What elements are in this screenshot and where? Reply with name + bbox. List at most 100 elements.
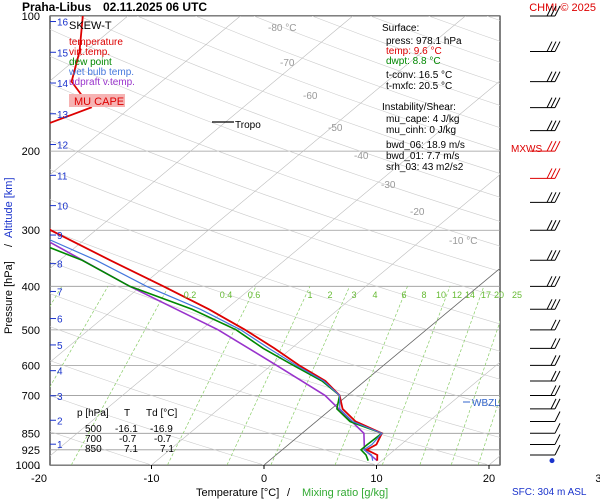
table-header-td: Td [°C] [146,408,177,419]
mxws-label: MXWS [511,144,542,155]
wind-barb-feather [550,5,557,17]
dry-adiabat [50,326,490,465]
table-cell: 700 [85,434,102,445]
mixing-ratio-line [70,286,169,465]
pressure-tick-label: 925 [22,445,40,457]
wind-barb-feather [546,220,553,231]
altitude-tick-label: 14 [57,79,69,90]
dry-adiabat [50,140,500,298]
table-cell: -16.9 [150,424,173,435]
mixing-ratio-line [419,286,485,465]
dry-adiabat [50,111,500,272]
mixing-ratio-line [167,286,257,465]
wind-barb-feather [554,97,561,108]
isotherm-line [50,80,500,457]
dry-adiabat [50,293,500,438]
table-cell: 7.1 [160,444,174,455]
mixing-ratio-line [583,286,600,465]
altitude-tick-label: 7 [57,287,63,298]
mixing-ratio-label: 8 [421,290,426,300]
x-tick-label: -10 [144,473,160,485]
x-axis-title: Temperature [°C] [196,487,279,499]
station-title: Praha-Libus [22,0,92,14]
tropo-label: Tropo [235,120,261,131]
mu-cape-label: MU CAPE [74,96,124,108]
wind-barb-feather [550,319,557,331]
pressure-tick-label: 850 [22,428,40,440]
isotherm-label: -30 [381,180,396,191]
mixing-ratio-line [542,286,593,465]
instability-heading: Instability/Shear: [382,102,456,113]
dry-adiabat [50,83,500,247]
wind-barb-feather [554,338,561,349]
table-cell: 850 [85,444,102,455]
wind-barb-feather [550,338,557,349]
datetime-title: 02.11.2025 06 UTC [103,0,207,14]
pressure-tick-label: 500 [22,325,40,337]
wind-barb-feather [546,276,553,287]
wind-barb-feather [546,140,553,152]
pressure-tick-label: 200 [22,146,40,158]
mixing-ratio-label: 3 [351,290,356,300]
pressure-tick-label: 100 [22,11,40,23]
axes: 0.20.40.6123468101214172025-30-20-100102… [16,11,600,485]
sfc-label: SFC: 304 m ASL [512,487,587,498]
legend-dew-point: dew point [69,57,112,68]
mu-cape-badge [69,94,125,107]
mixing-ratio-label: 10 [436,290,446,300]
x-tick-label: 30 [595,473,600,485]
wind-barb-feather [554,385,561,396]
isotherm-line [488,455,500,465]
wetbulb-trace [50,239,383,461]
wind-barb-feather [550,250,557,261]
dry-adiabat [50,199,500,352]
table-cell: -0.7 [119,434,137,445]
wind-barb-feather [554,299,561,310]
wind-barbs [530,5,561,464]
wind-barb-feather [546,120,553,131]
y-axis-title: Pressure [hPa] [3,261,15,334]
wind-barb-feather [550,120,557,131]
mixing-ratio-line [334,286,408,465]
isotherm-line [151,174,500,465]
pressure-tick-label: 700 [22,390,40,402]
altitude-tick-label: 16 [57,18,69,29]
dry-adiabat [50,169,500,325]
altitude-tick-label: 9 [57,231,63,242]
wind-barb-feather [554,5,561,17]
wind-barb-feather [554,71,561,82]
table-cell: -0.7 [154,434,172,445]
altitude-tick-label: 3 [57,392,63,403]
wind-barb-feather [546,41,553,52]
y-axis-separator: / [3,243,15,247]
profile-traces [50,16,384,462]
mu-cape-value: mu_cape: 4 J/kg [386,114,459,125]
mixing-ratio-label: 25 [512,290,522,300]
mixing-ratio-line [381,286,451,465]
legend-wet-bulb: wet bulb temp. [68,67,134,78]
pressure-tick-label: 300 [22,225,40,237]
mixing-ratio-label: 4 [372,290,377,300]
wind-barb-feather [546,97,553,108]
wind-barb-feather [546,5,553,17]
altitude-tick-label: 11 [57,171,68,182]
wind-barb-feather [550,370,557,382]
altitude-tick-label: 10 [57,202,69,213]
altitude-tick-label: 4 [57,367,63,378]
altitude-tick-label: 6 [57,315,63,326]
x-tick-label: -20 [31,473,47,485]
dry-adiabat [50,28,500,198]
isotherm-line [0,16,15,465]
altitude-tick-label: 12 [57,141,69,152]
wind-barb-feather [550,71,557,82]
altitude-tick-label: 13 [57,110,69,121]
wind-barb-feather [554,355,561,366]
isotherm-label: -20 [410,207,425,218]
grid-lines [0,16,600,465]
isotherm-line [50,16,241,175]
mixing-ratio-label: 0.2 [184,290,197,300]
wind-barb-feather [550,41,557,52]
surface-press: press: 978.1 hPa [386,36,462,47]
altitude-tick-label: 1 [57,440,63,451]
